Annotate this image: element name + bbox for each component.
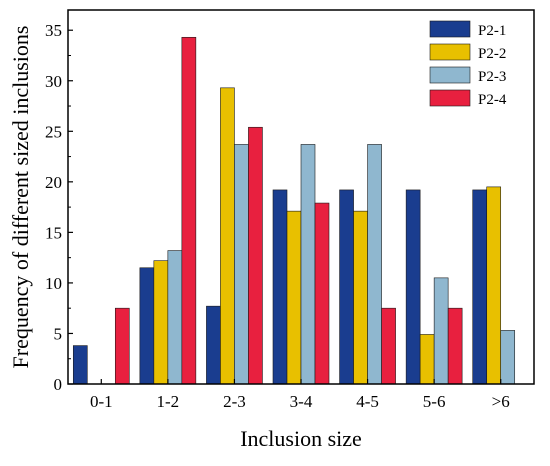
bar-p2-2-3-4 bbox=[286, 210, 302, 385]
y-tick-label: 15 bbox=[45, 223, 62, 242]
x-tick-label: 4-5 bbox=[356, 392, 379, 411]
bar-p2-1-1-2 bbox=[139, 267, 155, 385]
y-tick-label: 30 bbox=[45, 72, 62, 91]
bar-p2-4-3-4 bbox=[314, 202, 330, 385]
bar-p2-3-5-6 bbox=[433, 277, 449, 385]
x-tick-label: 1-2 bbox=[157, 392, 180, 411]
bar-p2-4-4-5 bbox=[381, 307, 396, 385]
bar-p2-3-1-2 bbox=[167, 250, 183, 385]
x-tick-label: 2-3 bbox=[223, 392, 246, 411]
bar-p2-4-2-3 bbox=[248, 126, 263, 385]
bar-p2-1-0-1 bbox=[72, 345, 88, 385]
bar-p2-1-5-6 bbox=[405, 189, 421, 385]
y-tick-label: 5 bbox=[54, 324, 63, 343]
y-tick-label: 10 bbox=[45, 274, 62, 293]
y-tick-label: 25 bbox=[45, 122, 62, 141]
y-tick-label: 20 bbox=[45, 173, 62, 192]
bar-p2-2-4-5 bbox=[353, 210, 368, 385]
legend-swatch-p2-2 bbox=[429, 43, 471, 61]
bar-p2-1-2-3 bbox=[206, 305, 221, 385]
x-tick-label: 5-6 bbox=[423, 392, 446, 411]
bar-p2-2-2-3 bbox=[220, 87, 235, 385]
legend-label-p2-3: P2-3 bbox=[478, 69, 506, 85]
legend-swatch-p2-4 bbox=[429, 89, 471, 107]
bar-p2-2-1-2 bbox=[153, 260, 169, 385]
bar-p2-3-4-5 bbox=[367, 144, 382, 385]
legend: P2-1 P2-2 P2-3 P2-4 bbox=[429, 20, 507, 108]
bar-p2-1-3-4 bbox=[272, 189, 288, 385]
bar-p2-2->6 bbox=[486, 186, 502, 385]
x-tick-label: >6 bbox=[492, 392, 510, 411]
bar-p2-2-5-6 bbox=[419, 334, 435, 385]
y-tick-label: 35 bbox=[45, 21, 62, 40]
bars-layer bbox=[72, 36, 516, 385]
bar-p2-4-5-6 bbox=[447, 307, 463, 385]
legend-label-p2-1: P2-1 bbox=[478, 23, 506, 39]
y-axis-title: Frequency of different sized inclusions bbox=[8, 26, 33, 369]
bar-p2-3->6 bbox=[500, 330, 516, 385]
x-tick-label: 0-1 bbox=[90, 392, 113, 411]
bar-p2-3-2-3 bbox=[234, 144, 249, 385]
legend-label-p2-2: P2-2 bbox=[478, 46, 506, 62]
bar-p2-1->6 bbox=[472, 189, 488, 385]
y-tick-label: 0 bbox=[54, 375, 63, 394]
legend-swatch-p2-3 bbox=[429, 66, 471, 84]
legend-swatch-p2-1 bbox=[429, 20, 471, 38]
legend-label-p2-4: P2-4 bbox=[478, 92, 507, 108]
bar-p2-4-1-2 bbox=[181, 36, 197, 385]
axis-layer: 0 5 10 15 20 25 30 35 0-1 1-2 2-3 3-4 4-5 5-6 >6 bbox=[45, 21, 510, 411]
x-axis-title: Inclusion size bbox=[240, 426, 362, 451]
bar-p2-3-3-4 bbox=[300, 144, 316, 385]
x-tick-label: 3-4 bbox=[290, 392, 313, 411]
bar-p2-4-0-1 bbox=[114, 307, 130, 385]
bar-p2-1-4-5 bbox=[339, 189, 354, 385]
